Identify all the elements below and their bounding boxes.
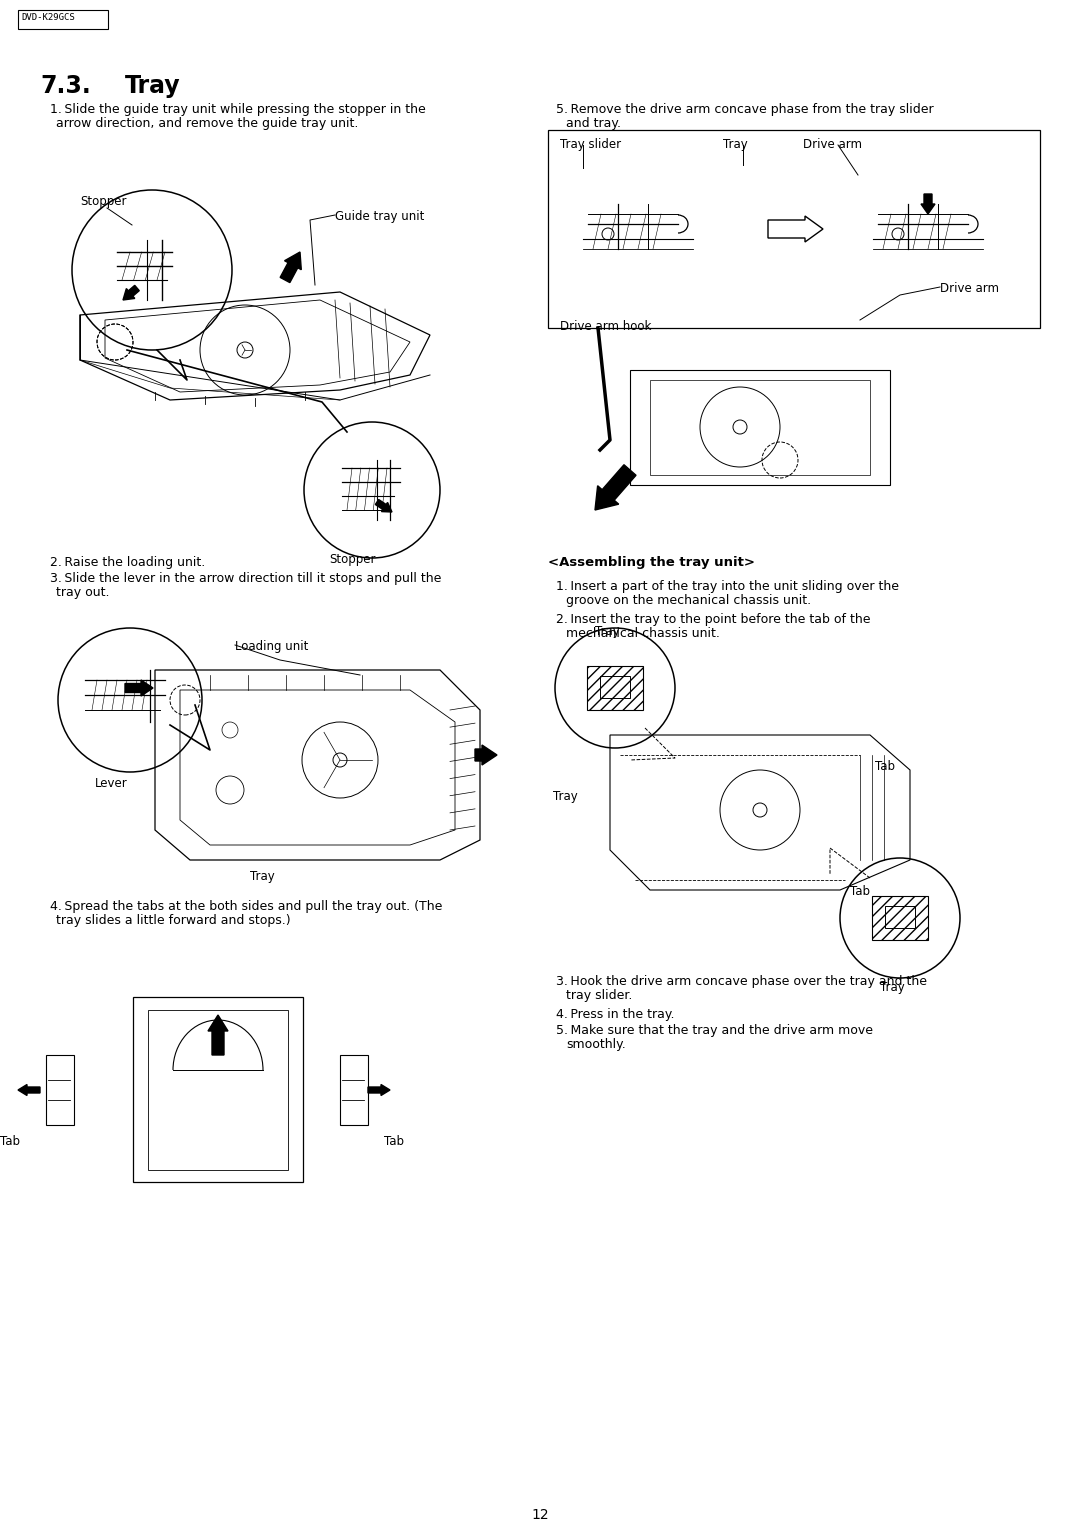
- Text: Tab: Tab: [0, 1135, 21, 1148]
- Text: Tray: Tray: [553, 790, 578, 804]
- FancyArrow shape: [921, 194, 935, 214]
- Text: Drive arm hook: Drive arm hook: [561, 319, 651, 333]
- Text: Stopper: Stopper: [80, 196, 126, 208]
- Text: Drive arm: Drive arm: [804, 138, 862, 151]
- Text: 1. Slide the guide tray unit while pressing the stopper in the: 1. Slide the guide tray unit while press…: [50, 102, 426, 116]
- Text: 4. Spread the tabs at the both sides and pull the tray out. (The: 4. Spread the tabs at the both sides and…: [50, 900, 443, 914]
- Text: Tray: Tray: [125, 73, 180, 98]
- FancyArrow shape: [376, 500, 392, 512]
- Bar: [588, 666, 643, 711]
- Text: Tray: Tray: [723, 138, 747, 151]
- FancyArrow shape: [475, 746, 497, 766]
- FancyArrow shape: [123, 286, 139, 299]
- Bar: [600, 675, 630, 698]
- Text: tray out.: tray out.: [56, 587, 109, 599]
- FancyArrow shape: [280, 252, 301, 283]
- FancyArrow shape: [208, 1015, 228, 1054]
- Text: mechanical chassis unit.: mechanical chassis unit.: [566, 626, 720, 640]
- FancyArrow shape: [368, 1085, 390, 1096]
- Bar: [148, 1010, 288, 1170]
- Text: <Assembling the tray unit>: <Assembling the tray unit>: [548, 556, 755, 568]
- FancyArrow shape: [595, 465, 636, 510]
- Text: Drive arm: Drive arm: [940, 283, 999, 295]
- Text: Tab: Tab: [875, 759, 895, 773]
- Bar: [872, 895, 928, 940]
- Text: Tab: Tab: [850, 885, 870, 898]
- Text: arrow direction, and remove the guide tray unit.: arrow direction, and remove the guide tr…: [56, 118, 359, 130]
- Bar: [133, 996, 303, 1183]
- Bar: [650, 380, 870, 475]
- Text: 5. Remove the drive arm concave phase from the tray slider: 5. Remove the drive arm concave phase fr…: [556, 102, 933, 116]
- Text: 5. Make sure that the tray and the drive arm move: 5. Make sure that the tray and the drive…: [556, 1024, 873, 1038]
- Text: 3. Hook the drive arm concave phase over the tray and the: 3. Hook the drive arm concave phase over…: [556, 975, 927, 989]
- Bar: [548, 130, 1040, 329]
- Text: Guide tray unit: Guide tray unit: [335, 209, 424, 223]
- FancyArrow shape: [768, 215, 823, 241]
- Text: Tray: Tray: [595, 625, 620, 639]
- Text: 12: 12: [531, 1508, 549, 1522]
- Text: 3. Slide the lever in the arrow direction till it stops and pull the: 3. Slide the lever in the arrow directio…: [50, 571, 442, 585]
- Text: DVD-K29GCS: DVD-K29GCS: [21, 14, 75, 21]
- Text: Stopper: Stopper: [328, 553, 375, 565]
- Text: tray slider.: tray slider.: [566, 989, 633, 1002]
- Text: smoothly.: smoothly.: [566, 1038, 625, 1051]
- Text: Tray: Tray: [249, 869, 274, 883]
- Text: Tab: Tab: [384, 1135, 404, 1148]
- Text: 2. Insert the tray to the point before the tab of the: 2. Insert the tray to the point before t…: [556, 613, 870, 626]
- Text: 1. Insert a part of the tray into the unit sliding over the: 1. Insert a part of the tray into the un…: [556, 581, 899, 593]
- Text: Lever: Lever: [95, 778, 127, 790]
- Text: and tray.: and tray.: [566, 118, 621, 130]
- FancyArrow shape: [18, 1085, 40, 1096]
- Bar: [46, 1054, 75, 1125]
- Bar: [340, 1054, 368, 1125]
- Text: Loading unit: Loading unit: [235, 640, 309, 652]
- Text: Tray slider: Tray slider: [561, 138, 621, 151]
- Bar: [18, 11, 108, 29]
- Text: tray slides a little forward and stops.): tray slides a little forward and stops.): [56, 914, 291, 927]
- Bar: [630, 370, 890, 484]
- Bar: [885, 906, 915, 927]
- Text: 4. Press in the tray.: 4. Press in the tray.: [556, 1008, 675, 1021]
- Text: 7.3.: 7.3.: [40, 73, 91, 98]
- Text: groove on the mechanical chassis unit.: groove on the mechanical chassis unit.: [566, 594, 811, 607]
- Text: Tray: Tray: [880, 981, 905, 995]
- Text: 2. Raise the loading unit.: 2. Raise the loading unit.: [50, 556, 205, 568]
- FancyArrow shape: [125, 680, 153, 695]
